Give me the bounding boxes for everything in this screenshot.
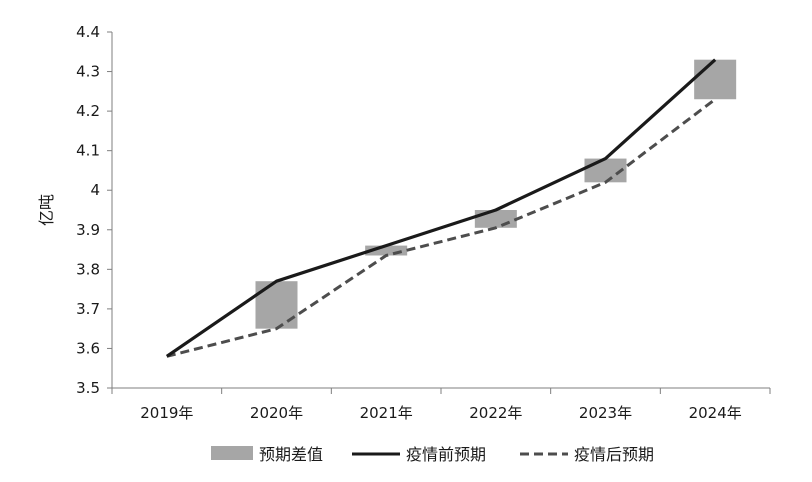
- y-tick-label: 3.9: [76, 221, 100, 239]
- y-tick-label: 4.4: [76, 23, 100, 41]
- y-tick-label: 3.5: [76, 379, 100, 397]
- y-axis-label: 亿吨: [37, 194, 56, 226]
- x-tick-label: 2023年: [579, 404, 632, 422]
- y-tick-label: 3.7: [76, 300, 100, 318]
- legend: 预期差值 疫情前预期 疫情后预期: [211, 445, 654, 464]
- legend-swatch-difference: [211, 446, 253, 460]
- x-tick-label: 2024年: [689, 404, 742, 422]
- y-tick-labels: 3.5 3.6 3.7 3.8 3.9 4 4.1 4.2 4.3 4.4: [76, 23, 100, 397]
- y-tick-label: 3.8: [76, 260, 100, 278]
- difference-bar: [474, 210, 517, 228]
- y-tick-label: 3.6: [76, 339, 100, 357]
- x-tick-label: 2022年: [469, 404, 522, 422]
- x-tick-label: 2021年: [360, 404, 413, 422]
- legend-label-pre-pandemic: 疫情前预期: [406, 445, 486, 464]
- difference-bar: [365, 245, 408, 256]
- x-tick-labels: 2019年 2020年 2021年 2022年 2023年 2024年: [140, 404, 742, 422]
- legend-label-post-pandemic: 疫情后预期: [574, 445, 654, 464]
- difference-bar: [255, 281, 298, 329]
- post-pandemic-line: [166, 98, 717, 358]
- y-tick-label: 4.3: [76, 63, 100, 81]
- series-lines: [165, 58, 717, 358]
- pre-pandemic-line: [165, 58, 717, 358]
- y-tick-label: 4.2: [76, 102, 100, 120]
- legend-label-difference: 预期差值: [259, 445, 323, 464]
- axes: [107, 31, 771, 394]
- y-tick-label: 4.1: [76, 142, 100, 160]
- x-tick-label: 2020年: [250, 404, 303, 422]
- difference-bar: [694, 59, 737, 100]
- difference-bars: [255, 59, 737, 329]
- y-tick-label: 4: [90, 181, 100, 199]
- x-tick-label: 2019年: [140, 404, 193, 422]
